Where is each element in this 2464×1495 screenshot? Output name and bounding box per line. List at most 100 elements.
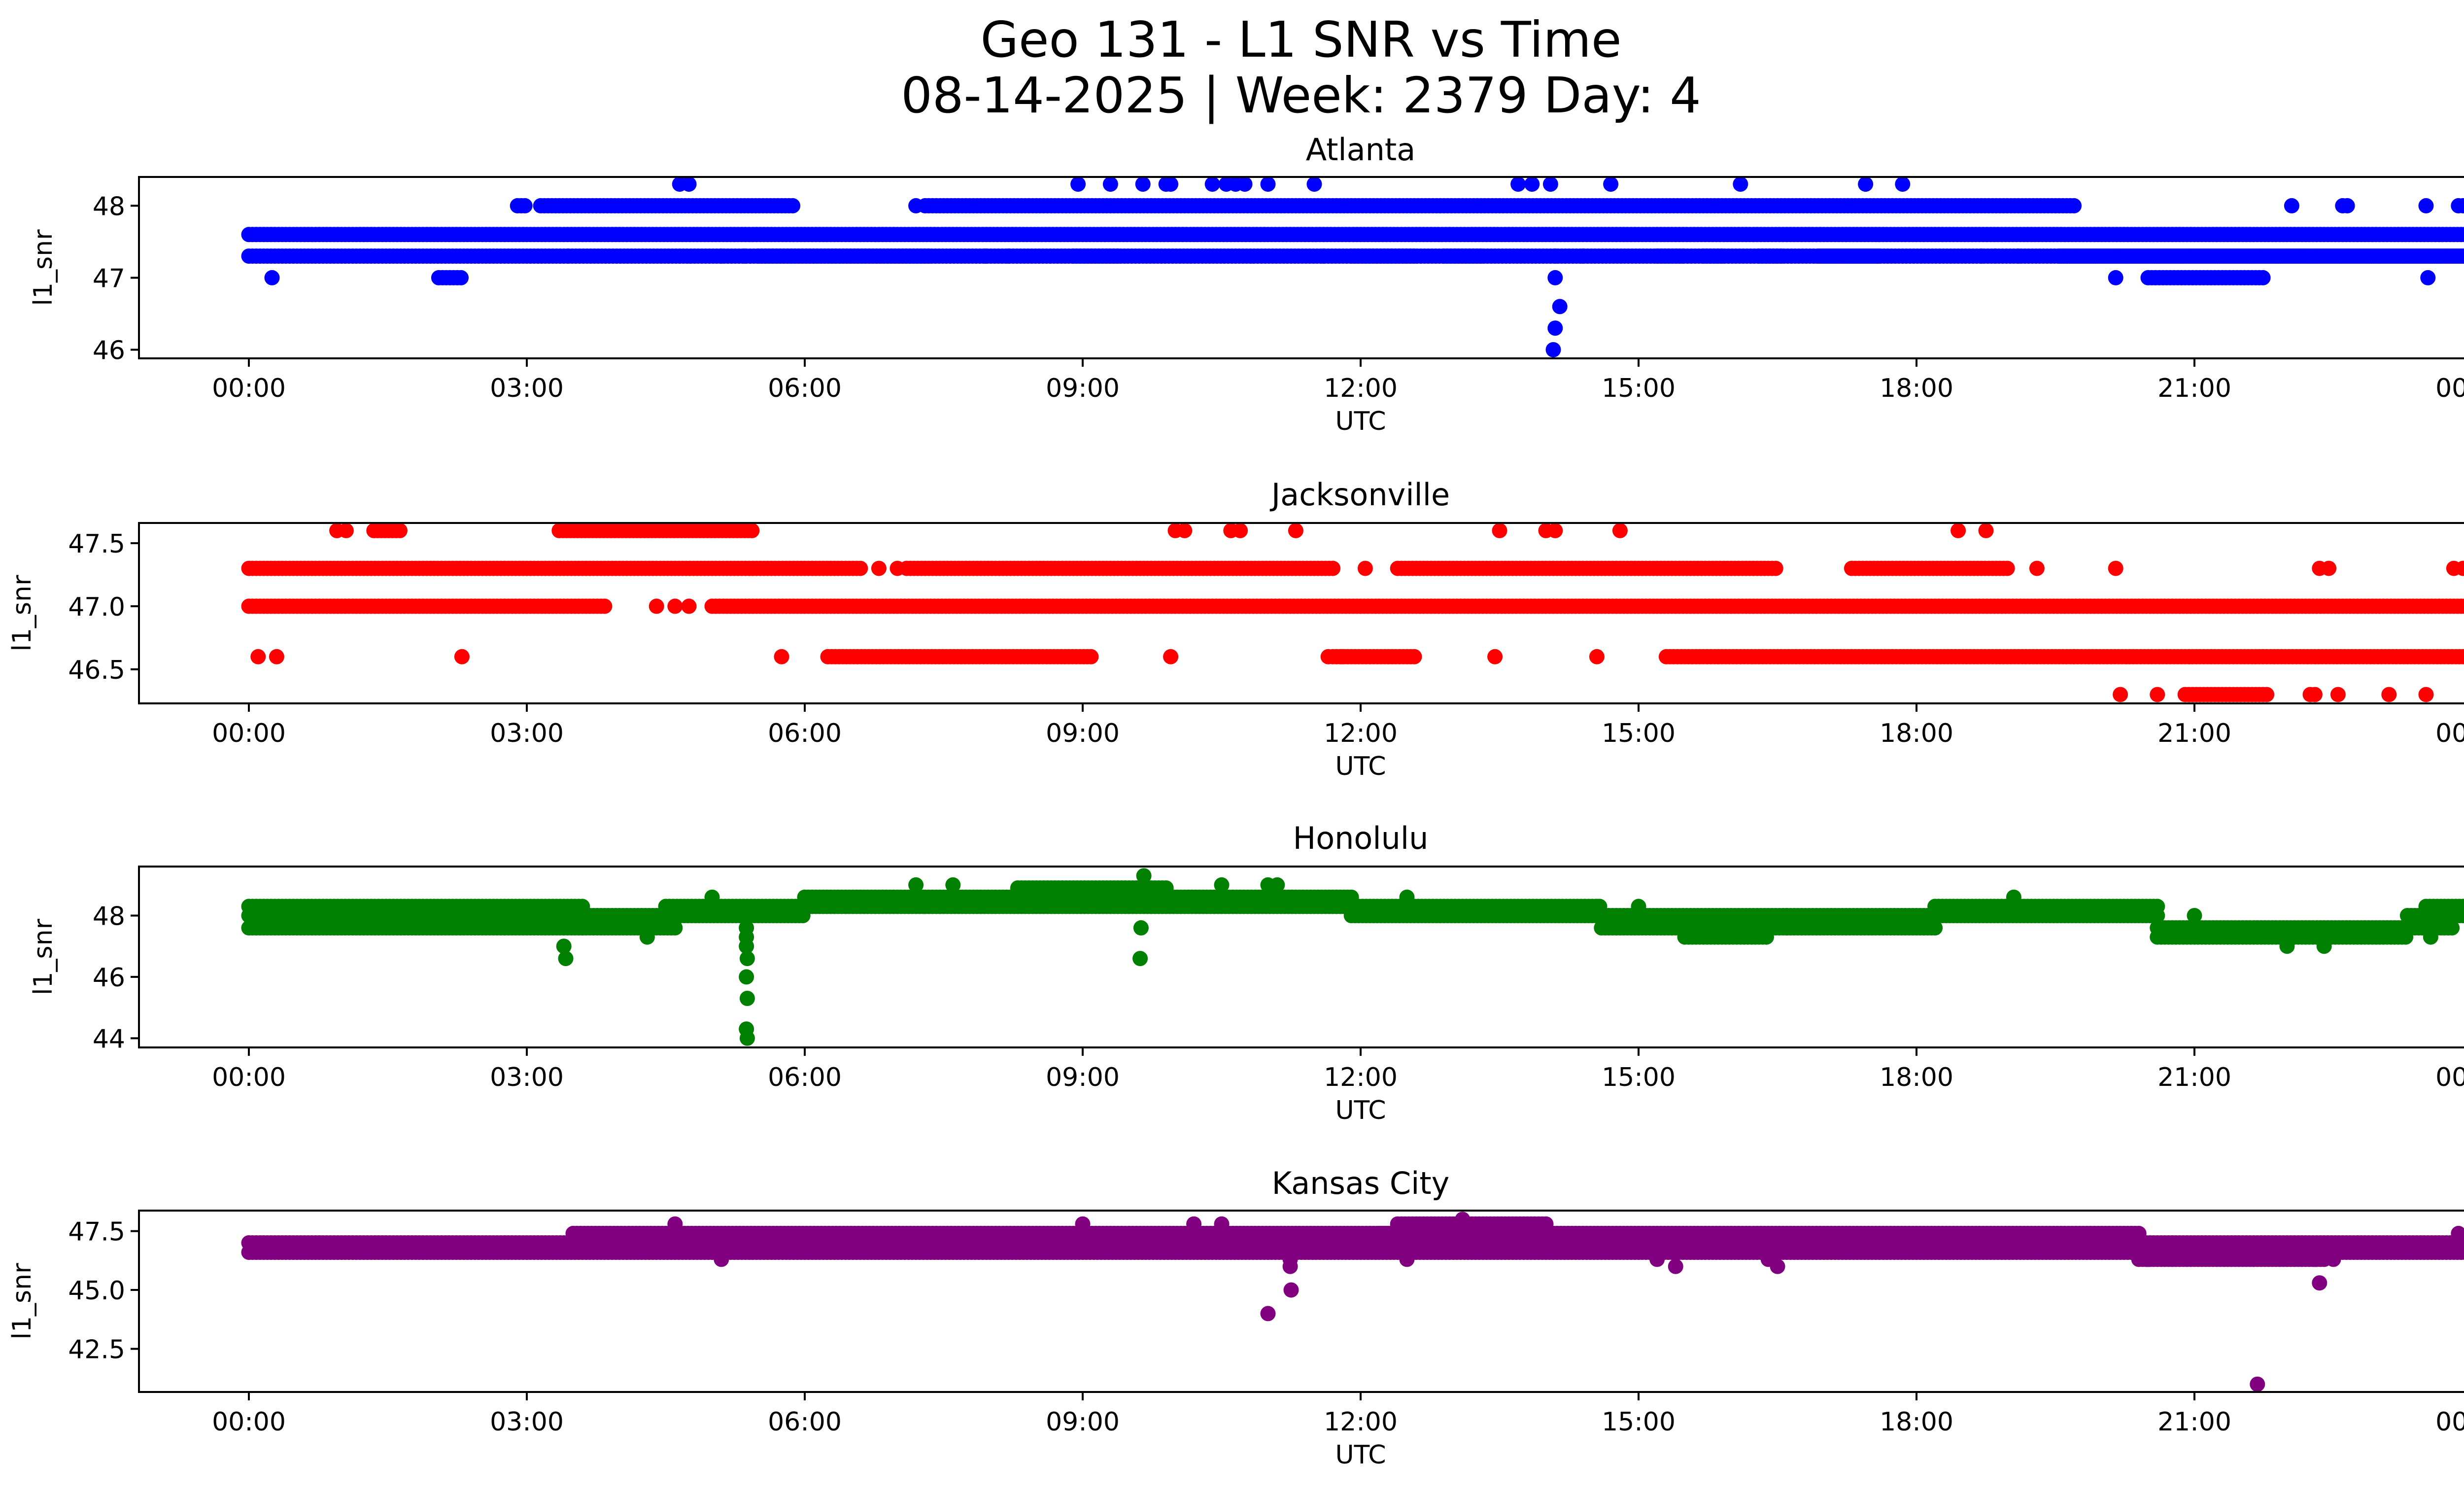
data-point xyxy=(1135,177,1151,192)
data-point xyxy=(1547,270,1563,285)
y-axis-label: l1_snr xyxy=(29,918,58,995)
data-point xyxy=(2463,902,2464,911)
y-axis-label: l1_snr xyxy=(7,575,37,652)
data-point xyxy=(2187,908,2202,923)
data-point xyxy=(978,248,993,264)
x-tick-label: 15:00 xyxy=(1602,719,1676,748)
data-point xyxy=(2459,899,2464,914)
y-tick-label: 47 xyxy=(93,264,125,293)
x-tick-label: 21:00 xyxy=(2157,1063,2231,1092)
data-point xyxy=(1083,649,1099,664)
panel-jacksonville: Jacksonville 00:00 03:00 06:00 09:00 12:00 15… xyxy=(7,477,2464,781)
x-tick-label: 15:00 xyxy=(1602,1063,1676,1092)
y-tick-label: 47.0 xyxy=(68,592,125,622)
data-point xyxy=(2113,687,2128,702)
data-point xyxy=(681,598,697,614)
data-point xyxy=(1951,523,1966,538)
data-point xyxy=(454,649,470,664)
y-tick-label: 46 xyxy=(93,963,125,993)
data-point xyxy=(1237,177,1253,192)
data-point xyxy=(2455,560,2464,576)
x-tick-label: 12:00 xyxy=(1324,374,1398,403)
data-point xyxy=(1406,649,1422,664)
scatter-marks xyxy=(241,1212,2464,1392)
data-point xyxy=(2284,198,2299,213)
data-point xyxy=(871,560,887,576)
panel-atlanta: Atlanta 00:00 03:00 06:00 09:00 12:00 15:00 18… xyxy=(29,132,2464,436)
data-point xyxy=(945,877,961,893)
y-tick-label: 44 xyxy=(93,1024,125,1054)
data-point xyxy=(2381,687,2397,702)
x-axis: 00:00 03:00 06:00 09:00 12:00 15:00 18:00 21:00… xyxy=(212,358,2464,403)
data-point xyxy=(681,177,697,192)
y-axis: 44 46 48 xyxy=(93,902,139,1054)
data-point xyxy=(1102,177,1118,192)
x-axis: 00:00 03:00 06:00 09:00 12:00 15:00 18:00 21:00… xyxy=(212,1047,2464,1092)
data-point xyxy=(1758,929,1774,945)
data-point xyxy=(2279,939,2295,954)
scatter-marks xyxy=(241,523,2464,702)
panel-title: Jacksonville xyxy=(1269,477,1450,513)
data-point xyxy=(1288,523,1303,538)
data-point xyxy=(1631,899,1646,914)
data-point xyxy=(1325,560,1341,576)
x-tick-label: 15:00 xyxy=(1602,374,1676,403)
x-tick-label: 03:00 xyxy=(490,719,564,748)
data-point xyxy=(2255,270,2271,285)
x-tick-label: 09:00 xyxy=(1046,719,1120,748)
data-point xyxy=(739,1030,755,1046)
data-point xyxy=(2418,198,2434,213)
data-point xyxy=(714,248,729,264)
data-point xyxy=(2259,687,2275,702)
data-point xyxy=(2066,198,2082,213)
data-point xyxy=(667,598,683,614)
x-tick-label: 21:00 xyxy=(2157,719,2231,748)
data-point xyxy=(639,929,655,945)
data-point xyxy=(2108,270,2123,285)
data-point xyxy=(1214,877,1230,893)
data-point xyxy=(2108,560,2123,576)
data-point xyxy=(739,991,755,1006)
data-point xyxy=(853,560,868,576)
figure-title-line2: 08-14-2025 | Week: 2379 Day: 4 xyxy=(901,67,1701,124)
x-tick-label: 06:00 xyxy=(768,1063,842,1092)
data-point xyxy=(1334,649,1350,664)
data-point xyxy=(1001,248,1017,264)
y-tick-label: 48 xyxy=(93,902,125,932)
data-point xyxy=(2339,198,2355,213)
data-point xyxy=(774,649,789,664)
data-point xyxy=(2459,649,2464,664)
data-point xyxy=(1510,177,1526,192)
data-point xyxy=(1320,649,1336,664)
y-tick-label: 47.5 xyxy=(68,529,125,559)
data-point xyxy=(1158,880,1174,896)
x-tick-label: 00:00 xyxy=(2435,719,2464,748)
data-point xyxy=(250,649,266,664)
x-tick-label: 09:00 xyxy=(1046,1063,1120,1092)
data-point xyxy=(2330,687,2346,702)
data-point xyxy=(1547,523,1563,538)
data-point xyxy=(739,969,754,985)
data-point xyxy=(2029,560,2045,576)
data-point xyxy=(667,920,683,936)
x-tick-label: 09:00 xyxy=(1046,374,1120,403)
x-axis-label: UTC xyxy=(1335,1096,1386,1125)
data-point xyxy=(1927,920,1943,936)
data-point xyxy=(704,889,720,905)
x-tick-label: 12:00 xyxy=(1324,719,1398,748)
data-point xyxy=(1987,248,2003,264)
scatter-marks xyxy=(241,868,2464,1046)
data-point xyxy=(1316,248,1332,264)
data-point xyxy=(737,248,753,264)
data-point xyxy=(2423,929,2438,945)
figure-title-line1: Geo 131 - L1 SNR vs Time xyxy=(981,11,1622,69)
x-tick-label: 00:00 xyxy=(2435,1063,2464,1092)
data-point xyxy=(1545,342,1561,357)
data-point xyxy=(1612,523,1628,538)
data-point xyxy=(1547,320,1563,336)
data-point xyxy=(1163,177,1179,192)
data-point xyxy=(1260,177,1276,192)
y-axis: 46.547.047.5 xyxy=(68,529,139,685)
data-point xyxy=(453,270,469,285)
